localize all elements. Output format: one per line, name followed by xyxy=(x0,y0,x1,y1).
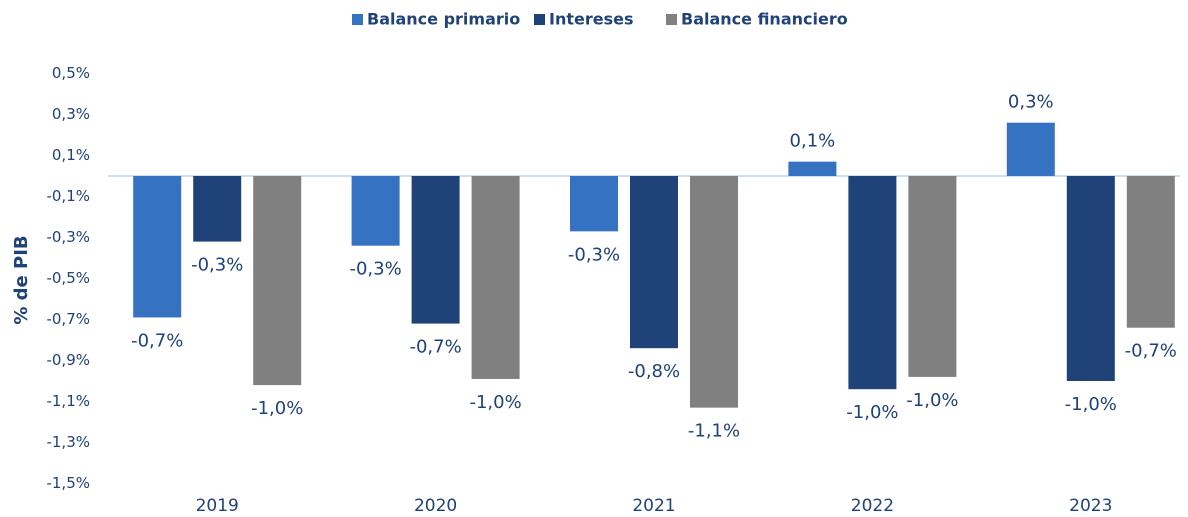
y-tick-label: -1,1% xyxy=(46,392,90,410)
data-label: -1,0% xyxy=(1065,394,1117,415)
y-tick-label: -1,5% xyxy=(46,474,90,492)
data-label: -1,0% xyxy=(906,390,958,411)
legend-label: Balance financiero xyxy=(681,10,848,29)
y-tick-label: 0,5% xyxy=(52,64,90,82)
data-label: -0,8% xyxy=(628,361,680,382)
legend-swatch xyxy=(534,14,545,25)
x-tick-label: 2021 xyxy=(632,496,675,516)
data-label: 0,1% xyxy=(790,131,836,152)
y-tick-label: -0,9% xyxy=(46,351,90,369)
data-label: -0,7% xyxy=(409,337,461,358)
x-tick-label: 2022 xyxy=(851,496,894,516)
legend-label: Balance primario xyxy=(367,10,520,29)
legend-swatch xyxy=(352,14,363,25)
y-tick-label: -1,3% xyxy=(46,433,90,451)
bar xyxy=(908,176,957,377)
data-label: -0,7% xyxy=(1125,341,1177,362)
data-label: -0,3% xyxy=(349,259,401,280)
bar xyxy=(690,176,738,408)
y-axis-label: % de PIB xyxy=(11,235,32,324)
data-label: -1,0% xyxy=(251,398,303,419)
bar xyxy=(351,176,400,246)
y-tick-label: -0,3% xyxy=(46,228,90,246)
data-label: -0,7% xyxy=(131,330,183,351)
y-tick-label: 0,1% xyxy=(52,146,90,164)
bar xyxy=(193,176,242,242)
y-tick-label: -0,1% xyxy=(46,187,90,205)
data-label: -1,0% xyxy=(846,402,898,423)
bar xyxy=(1066,176,1115,381)
legend-label: Intereses xyxy=(549,10,633,29)
x-tick-label: 2023 xyxy=(1069,496,1112,516)
data-label: -0,3% xyxy=(191,255,243,276)
x-tick-label: 2019 xyxy=(196,496,239,516)
bar xyxy=(253,176,302,386)
data-label: -0,3% xyxy=(568,244,620,265)
y-tick-label: 0,3% xyxy=(52,105,90,123)
data-label: -1,0% xyxy=(469,392,521,413)
y-tick-label: -0,5% xyxy=(46,269,90,287)
bar xyxy=(848,176,897,390)
bar xyxy=(570,176,618,232)
bar xyxy=(788,161,837,176)
bar xyxy=(630,176,678,349)
bar xyxy=(133,176,182,318)
bar xyxy=(411,176,460,324)
y-tick-label: -0,7% xyxy=(46,310,90,328)
bar xyxy=(471,176,520,379)
data-label: 0,3% xyxy=(1008,92,1054,113)
bar xyxy=(1006,122,1055,176)
bar xyxy=(1126,176,1175,328)
legend-swatch xyxy=(666,14,677,25)
data-label: -1,1% xyxy=(688,421,740,442)
x-tick-label: 2020 xyxy=(414,496,457,516)
